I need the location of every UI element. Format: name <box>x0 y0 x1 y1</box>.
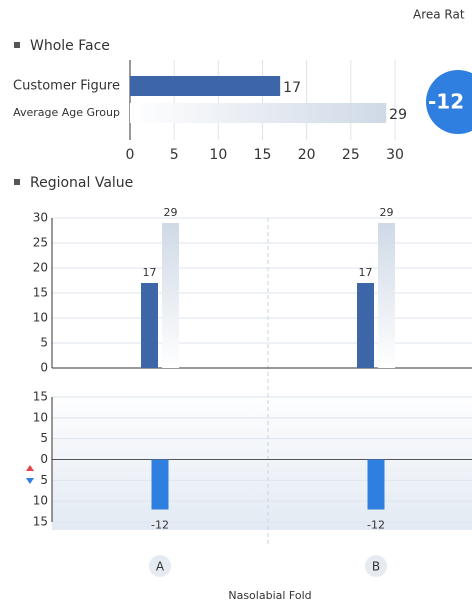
x-axis-label: Nasolabial Fold <box>228 589 311 602</box>
y-tick-label: 30 <box>33 211 48 225</box>
value-label: 29 <box>164 206 178 219</box>
x-tick-label: 10 <box>209 147 227 163</box>
x-tick-label: B <box>372 560 380 574</box>
x-tick-label: 5 <box>170 147 179 163</box>
value-label: -12 <box>367 519 385 532</box>
badge-text: -12 <box>428 90 464 114</box>
y-tick-label: 25 <box>33 236 48 250</box>
x-tick-label: 25 <box>342 147 360 163</box>
section-title: Whole Face <box>30 38 110 54</box>
corner-text: Area Rat <box>413 8 465 22</box>
bar <box>141 283 158 368</box>
x-tick-label: 15 <box>254 147 272 163</box>
value-label: 29 <box>380 206 394 219</box>
bar <box>367 459 385 510</box>
bar <box>162 223 179 368</box>
bar <box>357 283 374 368</box>
y-tick-label: 15 <box>33 390 48 404</box>
category-label: Average Age Group <box>13 106 120 119</box>
section-icon <box>14 42 20 48</box>
bar <box>130 76 281 96</box>
section-title: Regional Value <box>30 175 133 191</box>
y-tick-label: 10 <box>33 410 48 424</box>
bar <box>130 103 387 123</box>
x-tick-label: 0 <box>126 147 135 163</box>
category-label: Customer Figure <box>13 79 120 94</box>
value-label: -12 <box>151 519 169 532</box>
bar <box>151 459 169 510</box>
value-label: 29 <box>389 107 407 123</box>
value-label: 17 <box>143 266 157 279</box>
y-tick-label: 5 <box>40 431 48 445</box>
x-tick-label: A <box>156 560 165 574</box>
category-badge <box>365 555 387 577</box>
y-tick-label: 0 <box>40 361 48 375</box>
value-label: 17 <box>359 266 373 279</box>
up-icon <box>26 465 34 471</box>
y-tick-label: 10 <box>33 311 48 325</box>
badge <box>426 70 472 134</box>
category-badge <box>149 555 171 577</box>
y-tick-label: 15 <box>33 515 48 529</box>
x-tick-label: 20 <box>298 147 316 163</box>
section-icon <box>14 179 20 185</box>
y-tick-label: 5 <box>40 336 48 350</box>
bar <box>378 223 395 368</box>
y-tick-label: 15 <box>33 286 48 300</box>
x-tick-label: 30 <box>386 147 404 163</box>
y-tick-label: 10 <box>33 494 48 508</box>
y-tick-label: 20 <box>33 261 48 275</box>
y-tick-label: 5 <box>40 473 48 487</box>
down-icon <box>26 478 34 484</box>
y-tick-label: 0 <box>40 452 48 466</box>
value-label: 17 <box>283 80 301 96</box>
